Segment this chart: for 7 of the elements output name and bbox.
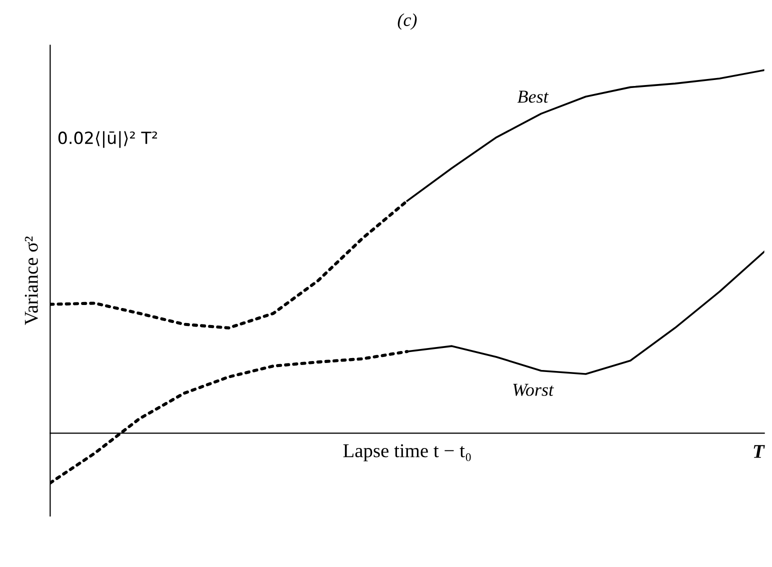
annotation: 0.02⟨|ū|⟩² T² <box>58 131 158 148</box>
series-label: Best <box>517 90 549 103</box>
chart-title: (c) <box>398 13 417 30</box>
annotation: T <box>754 445 765 458</box>
y-axis-title: Variance σ² <box>24 236 38 326</box>
x-axis-title: Lapse time t − t₀ <box>343 444 471 462</box>
series-label: Worst <box>513 384 554 396</box>
